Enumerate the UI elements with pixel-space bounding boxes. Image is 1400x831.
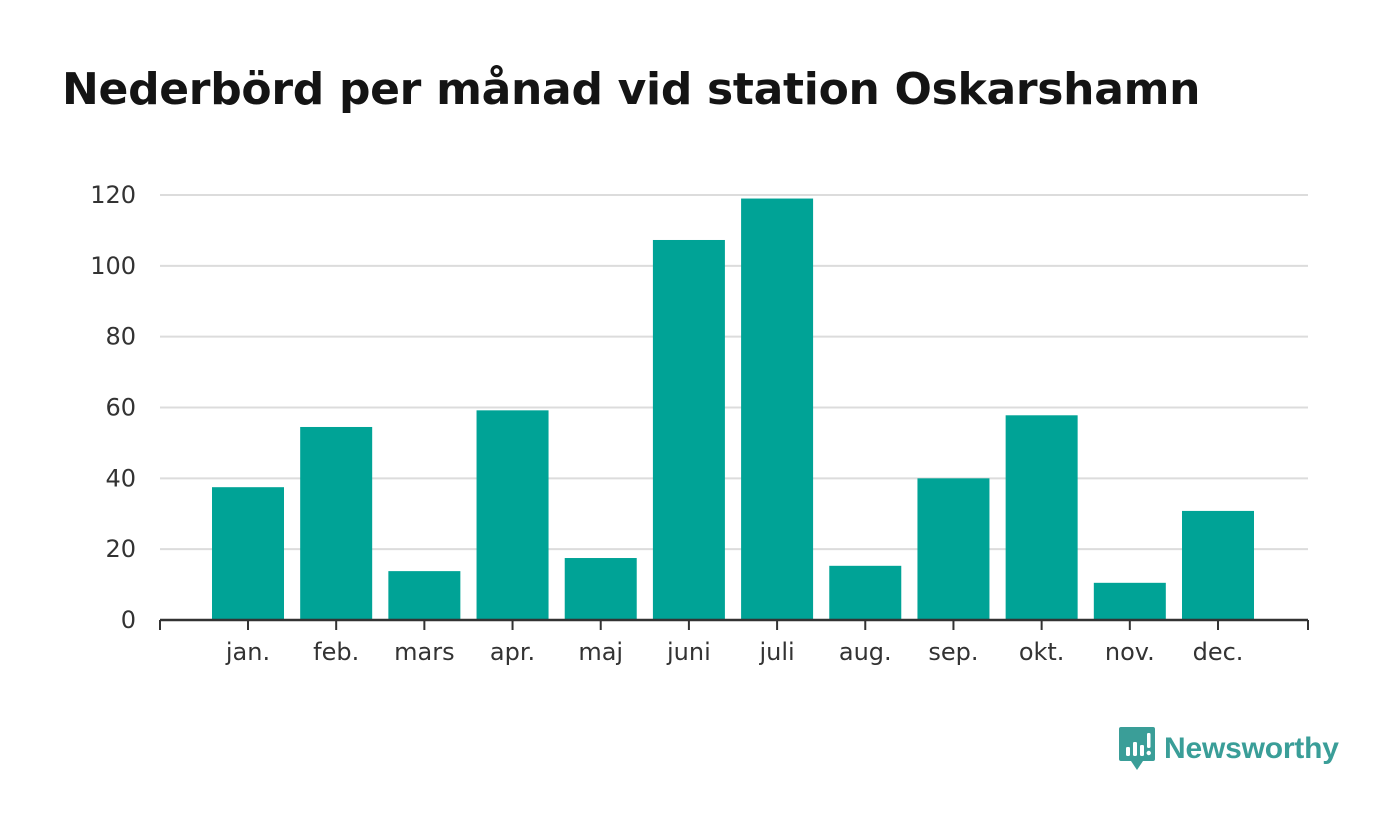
bar: [300, 426, 373, 620]
x-tick-label: maj: [578, 638, 623, 666]
y-tick-label: 0: [121, 606, 136, 634]
x-tick-label: juli: [758, 638, 794, 666]
bar: [1005, 415, 1078, 620]
bars: [212, 198, 1254, 620]
bar: [741, 198, 814, 620]
bar: [917, 478, 990, 620]
y-tick-label: 20: [105, 535, 136, 563]
x-tick-label: mars: [394, 638, 454, 666]
bar: [829, 565, 902, 620]
y-tick-label: 60: [105, 394, 136, 422]
x-tick-label: juni: [666, 638, 711, 666]
y-tick-label: 120: [90, 181, 136, 209]
x-tick-label: aug.: [839, 638, 892, 666]
x-tick-label: dec.: [1193, 638, 1244, 666]
tick-labels: 0 20 40 60 80 100 120 jan. feb. mars apr. maj juni ju…: [90, 181, 1243, 666]
chart-title: Nederbörd per månad vid station Oskarsha…: [62, 64, 1201, 115]
axes: [159, 618, 1309, 630]
brand-name: Newsworthy: [1164, 732, 1339, 765]
bar: [564, 558, 637, 620]
x-tick-label: sep.: [928, 638, 978, 666]
x-tick-label: okt.: [1019, 638, 1065, 666]
bar: [388, 571, 461, 620]
newsworthy-logo-icon: [1119, 727, 1155, 770]
y-tick-label: 80: [105, 323, 136, 351]
y-tick-label: 40: [105, 464, 136, 492]
bar: [1093, 582, 1166, 620]
bar: [212, 487, 284, 620]
bar: [1182, 510, 1254, 620]
x-tick-label: feb.: [313, 638, 359, 666]
brand-logo: Newsworthy: [1118, 726, 1339, 772]
x-tick-label: jan.: [225, 638, 270, 666]
x-tick-label: nov.: [1105, 638, 1155, 666]
x-tick-label: apr.: [490, 638, 535, 666]
bar: [476, 410, 549, 620]
bar: [652, 239, 725, 620]
y-tick-label: 100: [90, 252, 136, 280]
